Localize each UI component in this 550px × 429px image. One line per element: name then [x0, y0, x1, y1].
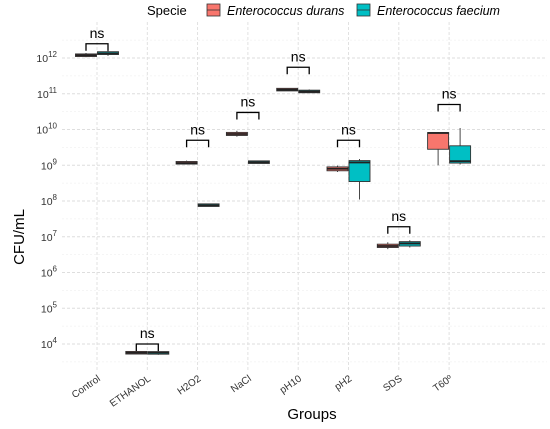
significance-bracket: ns: [336, 121, 361, 148]
significance-bracket: ns: [85, 25, 109, 51]
significance-label: ns: [140, 325, 155, 341]
bracket-line: [236, 111, 260, 120]
y-tick-label: 1010: [36, 122, 57, 137]
box-durans: [125, 350, 148, 355]
y-tick-label: 1011: [37, 86, 58, 101]
significance-label: ns: [90, 25, 105, 41]
x-tick-label: ETHANOL: [108, 373, 153, 409]
y-tick-label: 1012: [36, 50, 57, 65]
legend: Specie Enterococcus durans Enterococcus …: [147, 3, 500, 18]
box-durans: [276, 87, 299, 92]
x-axis-ticks: Control ETHANOL H2O2 NaCl pH10 pH2 SDS T60º: [70, 373, 455, 409]
box-body: [427, 132, 450, 150]
x-tick-label: pH10: [278, 373, 304, 396]
significance-bracket: ns: [437, 86, 461, 112]
significance-label: ns: [291, 48, 306, 64]
box-faecium: [449, 128, 472, 165]
box-faecium: [247, 160, 270, 164]
y-axis-title: CFU/mL: [11, 209, 28, 265]
box-faecium: [147, 351, 170, 355]
bracket-line: [85, 43, 109, 51]
x-tick-label: NaCl: [229, 373, 254, 395]
box-durans: [427, 132, 450, 166]
y-tick-label: 107: [41, 229, 58, 244]
box-faecium: [298, 89, 321, 94]
bracket-line: [185, 139, 210, 148]
y-tick-label: 108: [41, 193, 58, 208]
box-faecium: [348, 158, 371, 200]
box-body: [449, 145, 472, 164]
bracket-line: [437, 103, 461, 112]
x-tick-label: Control: [70, 373, 103, 401]
bracket-line: [336, 139, 361, 148]
grid-lines: [62, 22, 547, 370]
y-axis-ticks: 1012 1011 1010 109 108 107 106 105 104: [36, 50, 57, 351]
significance-label: ns: [341, 121, 356, 137]
box-series: [75, 50, 472, 355]
box-durans: [225, 130, 248, 137]
significance-bracket: ns: [387, 208, 411, 234]
y-tick-label: 104: [41, 336, 58, 351]
significance-bracket: ns: [185, 121, 210, 148]
bracket-line: [286, 66, 310, 75]
x-tick-label: T60º: [431, 373, 455, 394]
x-axis-title: Groups: [287, 406, 336, 423]
box-faecium: [97, 50, 119, 56]
legend-title: Specie: [147, 3, 187, 18]
significance-label: ns: [442, 86, 457, 102]
y-tick-label: 106: [41, 265, 58, 280]
legend-label-faecium: Enterococcus faecium: [377, 4, 500, 18]
box-faecium: [398, 240, 421, 248]
x-tick-label: pH2: [333, 373, 355, 393]
significance-label: ns: [190, 121, 205, 137]
significance-label: ns: [391, 208, 406, 224]
box-durans: [326, 165, 349, 172]
y-tick-label: 109: [41, 157, 58, 172]
significance-bracket: ns: [135, 325, 159, 351]
box-durans: [376, 242, 399, 250]
significance-label: ns: [241, 93, 256, 109]
y-tick-label: 105: [41, 300, 58, 315]
box-durans: [175, 160, 198, 165]
bracket-line: [387, 226, 411, 234]
box-faecium: [197, 203, 220, 207]
x-tick-label: SDS: [381, 373, 404, 394]
significance-bracket: ns: [236, 93, 260, 120]
significance-bracket: ns: [286, 48, 310, 75]
x-tick-label: H2O2: [176, 373, 204, 397]
box-durans: [75, 52, 97, 58]
legend-label-durans: Enterococcus durans: [227, 4, 344, 18]
bracket-line: [135, 343, 159, 351]
significance-annotations: ns ns ns ns ns ns ns ns: [85, 25, 461, 351]
box-body: [348, 160, 371, 182]
